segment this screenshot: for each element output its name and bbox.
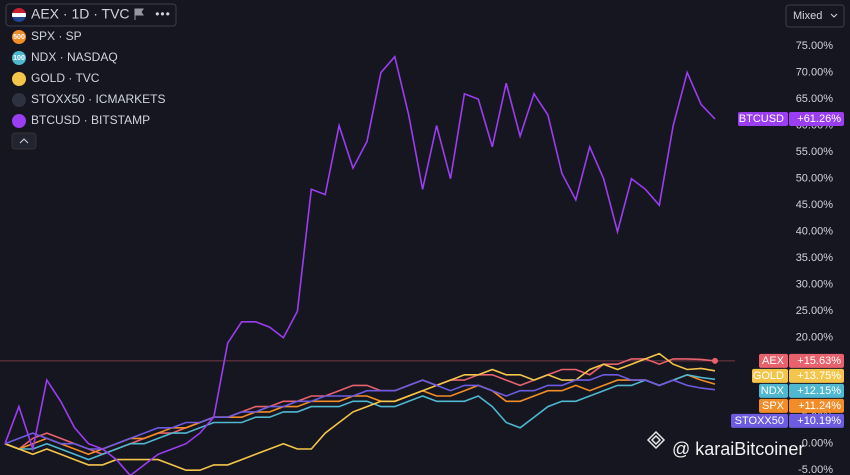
y-tick-label: 0.00% — [802, 438, 833, 450]
tag-value-box — [789, 368, 844, 383]
series-line — [4, 352, 716, 471]
y-tick-label: 25.00% — [796, 305, 834, 317]
tag-name-box — [731, 413, 788, 428]
series-line — [4, 55, 716, 475]
legend-icon-text: 100 — [13, 55, 25, 62]
watermark: @ karaiBitcoiner — [672, 439, 804, 459]
tag-value: +12.15% — [797, 385, 841, 397]
y-tick-label: 55.00% — [796, 146, 834, 158]
legend-label: GOLD · TVC — [31, 71, 100, 85]
scale-button[interactable] — [785, 4, 845, 28]
tag-name-box — [759, 353, 788, 368]
y-tick-label: 30.00% — [796, 279, 834, 291]
y-tick-label: 45.00% — [796, 199, 834, 211]
watermark-icon — [646, 430, 666, 450]
tag-name: NDX — [761, 385, 785, 397]
tag-name: BTCUSD — [739, 113, 784, 125]
header-box[interactable] — [5, 3, 177, 27]
tag-name: STOXX50 — [735, 415, 784, 427]
tag-value: +13.75% — [797, 370, 841, 382]
flag-icon[interactable] — [134, 8, 144, 20]
legend-label: STOXX50 · ICMARKETS — [31, 92, 165, 106]
y-tick-label: 50.00% — [796, 173, 834, 185]
tag-value-box — [789, 111, 844, 126]
legend-icon — [12, 114, 26, 128]
legend-label: SPX · SP — [31, 29, 82, 43]
legend-label: NDX · NASDAQ — [31, 50, 118, 64]
tag-value: +61.26% — [797, 113, 841, 125]
tag-value-box — [789, 353, 844, 368]
tag-name-box — [738, 111, 788, 126]
y-tick-label: 65.00% — [796, 93, 834, 105]
tag-value: +11.24% — [798, 400, 841, 412]
y-tick-label: 35.00% — [796, 252, 834, 264]
collapse-button[interactable] — [11, 132, 37, 150]
tag-value-box — [789, 413, 844, 428]
more-icon[interactable]: ••• — [155, 7, 171, 21]
tag-name-box — [752, 368, 788, 383]
tag-name-box — [759, 398, 788, 413]
legend-icon — [12, 93, 26, 107]
tag-name-box — [759, 383, 788, 398]
scale-caret — [830, 13, 838, 18]
tag-value: +15.63% — [797, 355, 841, 367]
legend-icon-text: 500 — [13, 34, 25, 41]
header-title: AEX · 1D · TVC — [31, 6, 130, 22]
last-point — [712, 357, 718, 364]
tag-value-box — [789, 398, 844, 413]
y-tick-label: 70.00% — [796, 67, 834, 79]
y-tick-label: 40.00% — [796, 226, 834, 238]
series-line — [4, 374, 716, 450]
y-tick-label: -5.00% — [798, 464, 833, 475]
tag-value-box — [789, 383, 844, 398]
y-tick-label: 75.00% — [796, 40, 834, 52]
tag-name: AEX — [762, 355, 785, 367]
collapse-icon — [19, 138, 29, 144]
tag-value: +10.19% — [797, 415, 841, 427]
legend-icon — [12, 30, 26, 44]
legend-label: BTCUSD · BITSTAMP — [31, 113, 150, 127]
flag — [12, 8, 26, 22]
legend-icon — [12, 51, 26, 65]
scale-mode: Mixed — [793, 10, 822, 22]
y-tick-label: 20.00% — [796, 332, 834, 344]
tag-name: SPX — [762, 400, 785, 412]
legend-icon — [12, 72, 26, 86]
tag-name: GOLD — [753, 370, 784, 382]
series-line — [4, 373, 716, 461]
